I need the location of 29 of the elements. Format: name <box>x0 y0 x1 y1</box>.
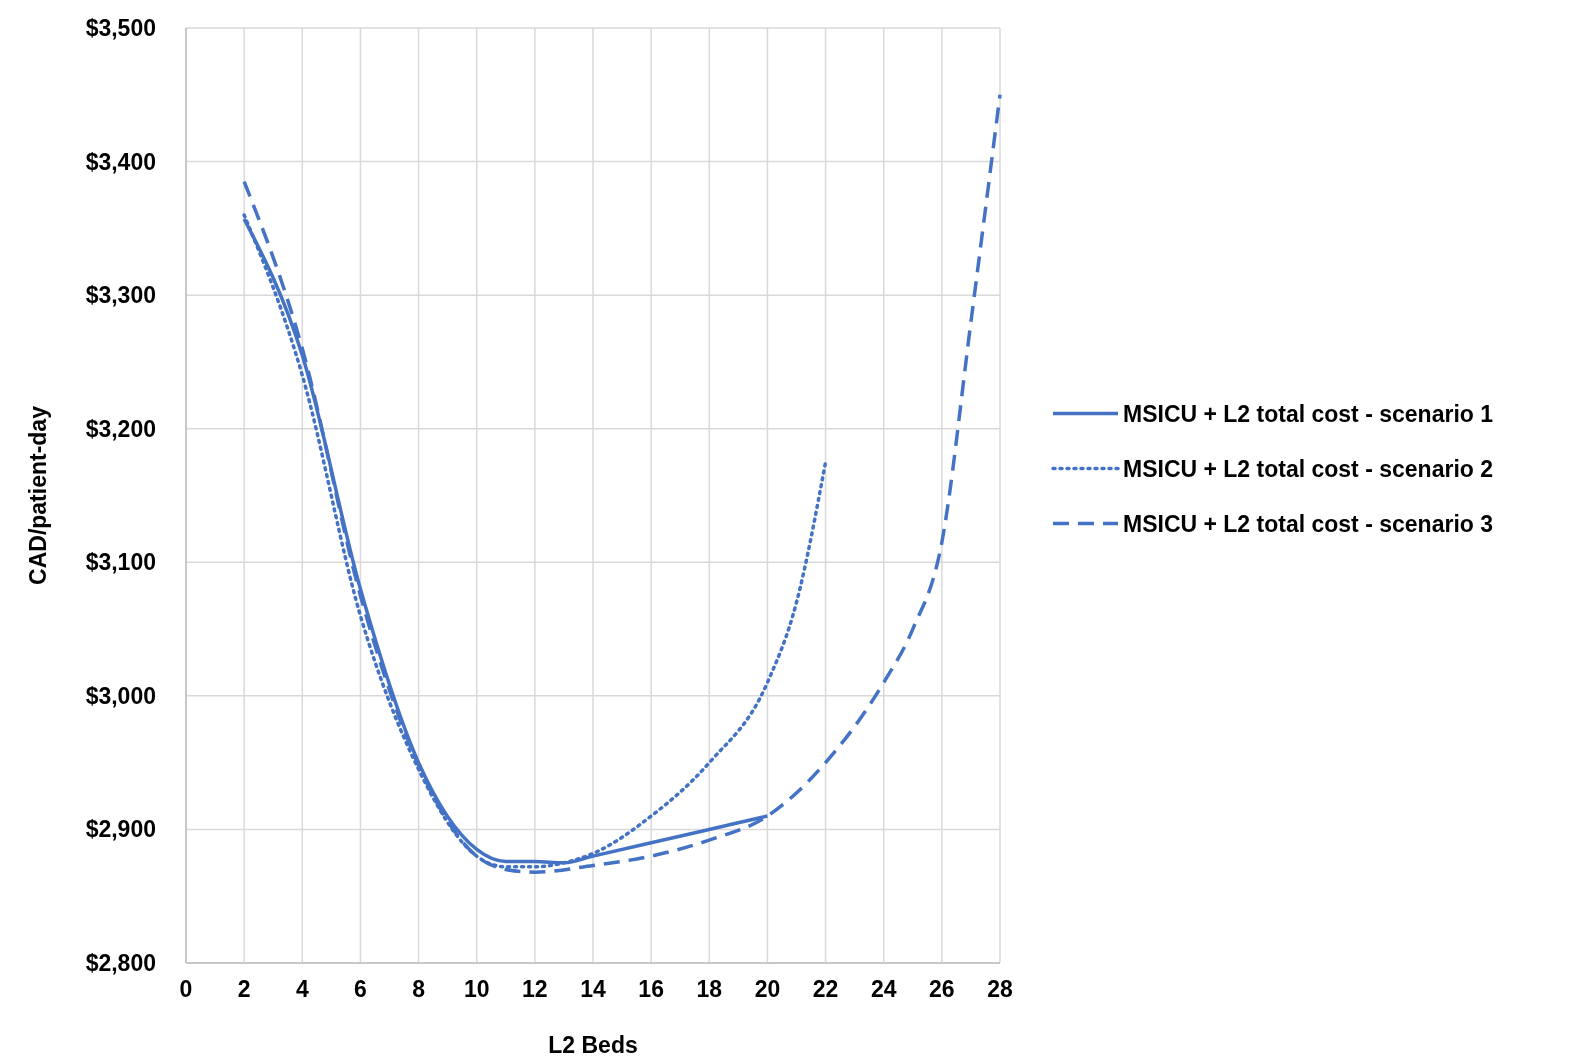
x-tick-label: 18 <box>696 976 723 1002</box>
line-series <box>242 93 1002 874</box>
x-tick-label: 2 <box>237 976 251 1002</box>
x-tick-label: 8 <box>412 976 426 1002</box>
x-tick-label: 0 <box>179 976 193 1002</box>
y-tick-label: $2,900 <box>85 816 156 843</box>
x-tick-label: 28 <box>987 976 1013 1002</box>
legend-label: MSICU + L2 total cost - scenario 1 <box>1123 400 1494 427</box>
y-tick-label: $3,400 <box>85 148 156 175</box>
x-tick-label: 24 <box>870 976 897 1002</box>
x-tick-label: 10 <box>463 976 490 1002</box>
x-tick-label: 20 <box>754 976 781 1002</box>
legend-label: MSICU + L2 total cost - scenario 3 <box>1123 510 1494 537</box>
x-axis-title: L2 Beds <box>548 1032 638 1058</box>
x-tick-label: 26 <box>929 976 955 1002</box>
x-tick-label: 16 <box>638 976 664 1002</box>
x-tick-label: 12 <box>522 976 548 1002</box>
x-tick-label: 22 <box>812 976 839 1002</box>
y-tick-label: $2,800 <box>85 950 156 976</box>
y-tick-label: $3,000 <box>85 682 156 709</box>
y-axis-title: CAD/patient-day <box>25 405 51 585</box>
y-tick-label: $3,300 <box>85 282 156 309</box>
y-tick-label: $3,100 <box>85 549 156 576</box>
y-tick-label: $3,500 <box>85 15 156 41</box>
legend-label: MSICU + L2 total cost - scenario 2 <box>1123 455 1494 482</box>
x-tick-label: 6 <box>354 976 367 1002</box>
x-tick-label: 14 <box>580 976 606 1002</box>
y-tick-label: $3,200 <box>85 415 156 442</box>
x-tick-label: 4 <box>295 976 309 1002</box>
